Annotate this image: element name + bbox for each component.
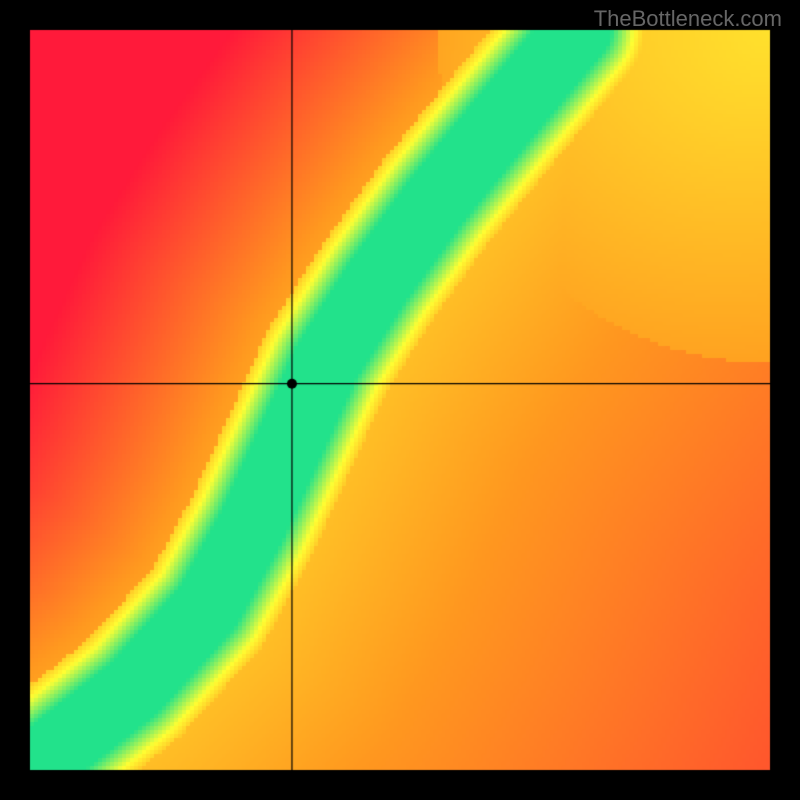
chart-container: TheBottleneck.com bbox=[0, 0, 800, 800]
heatmap-canvas bbox=[0, 0, 800, 800]
watermark-text: TheBottleneck.com bbox=[594, 6, 782, 32]
